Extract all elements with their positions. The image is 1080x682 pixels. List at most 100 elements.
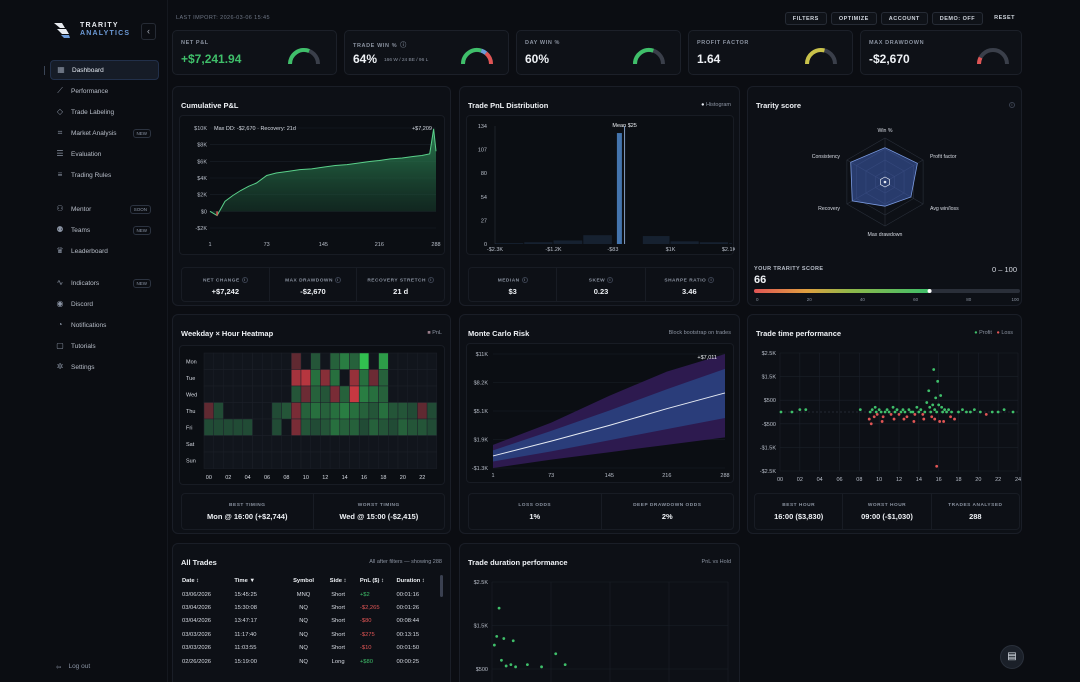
- sidebar-item-notifications[interactable]: ◔ Notifications: [50, 315, 159, 335]
- stat-label: WORST HOUR: [867, 503, 907, 508]
- table-scrollbar[interactable]: [440, 575, 443, 597]
- demo-toggle-button[interactable]: DEMO: OFF: [931, 12, 984, 25]
- profit-point: [919, 408, 923, 412]
- heatmap-cell-empty: [271, 435, 282, 453]
- kpi-value: +$7,241.94: [181, 52, 242, 66]
- info-icon[interactable]: ⓘ: [400, 43, 407, 49]
- brand-logo[interactable]: TRARITY ANALYTICS: [52, 20, 130, 40]
- heatmap-cell-empty: [320, 451, 331, 469]
- hour-label: 22: [419, 475, 425, 481]
- info-icon[interactable]: i: [1009, 102, 1015, 108]
- sidebar-item-discord[interactable]: ◉ Discord: [50, 294, 159, 314]
- profit-point: [923, 410, 927, 414]
- cell-symbol: NQ: [299, 645, 308, 652]
- table-row[interactable]: 03/03/2026 11:17:40 NQ Short -$275 00:13:15: [180, 628, 436, 641]
- heatmap-cell-empty: [329, 451, 341, 469]
- heatmap-legend: ■ PnL: [427, 330, 442, 336]
- cumulative-pnl-chart[interactable]: $10K $8K $6K $4K $2K $0 -$2K 1 73 145 216 288 Max DD…: [180, 116, 446, 256]
- heatmap-cell-empty: [223, 352, 234, 370]
- cell-date: 03/04/2026: [182, 618, 212, 625]
- info-icon[interactable]: i: [708, 277, 715, 283]
- sidebar-item-label: Trading Rules: [71, 171, 112, 179]
- col-symbol-header[interactable]: Symbol: [293, 578, 314, 584]
- info-icon[interactable]: i: [241, 277, 248, 283]
- filters-button[interactable]: FILTERS: [784, 12, 827, 25]
- col-duration-header[interactable]: Duration ↕: [396, 578, 425, 584]
- heatmap-cell: [203, 402, 214, 420]
- loss-point: [930, 415, 934, 419]
- optimize-button[interactable]: OPTIMIZE: [830, 12, 877, 25]
- heatmap-cell-empty: [320, 435, 331, 453]
- table-row[interactable]: 03/04/2026 15:30:08 NQ Short -$2,265 00:01:26: [180, 601, 436, 614]
- table-row[interactable]: 03/04/2026 13:47:17 NQ Short -$80 00:08:44: [180, 615, 436, 628]
- heatmap-cell: [388, 402, 399, 420]
- cell-duration: 00:01:16: [396, 591, 420, 598]
- collapse-sidebar-button[interactable]: ‹: [141, 23, 156, 40]
- kpi-max-drawdown: MAX DRAWDOWN -$2,670: [860, 30, 1022, 75]
- profit-point: [990, 410, 994, 414]
- heatmap-cell: [378, 418, 389, 436]
- stat-label-text: MAX DRAWDOWN: [285, 278, 333, 284]
- info-icon[interactable]: i: [428, 277, 434, 283]
- x-tick-label: 04: [817, 477, 823, 483]
- sidebar-item-label: Leaderboard: [71, 247, 108, 255]
- table-row[interactable]: 03/03/2026 11:03:55 NQ Short -$10 00:01:50: [180, 642, 436, 655]
- sidebar-item-performance[interactable]: ⟋ Performance: [50, 81, 159, 101]
- sidebar-item-indicators[interactable]: ∿ Indicators NEW: [50, 273, 159, 293]
- table-row[interactable]: 02/26/2026 15:19:00 NQ Long +$80 00:00:25: [180, 655, 436, 668]
- chat-button[interactable]: ▤: [1000, 645, 1024, 669]
- sidebar-item-trading-rules[interactable]: ≡ Trading Rules: [50, 165, 159, 185]
- col-side-header[interactable]: Side ↕: [329, 578, 347, 584]
- sidebar-item-evaluation[interactable]: ☰ Evaluation: [50, 144, 159, 164]
- col-pnl-header[interactable]: PnL ($) ↕: [359, 578, 384, 584]
- duration-point: [514, 665, 517, 669]
- table-row[interactable]: 03/06/2026 15:45:25 MNQ Short +$2 00:01:16: [180, 588, 436, 601]
- heatmap-cell: [329, 418, 341, 436]
- info-icon[interactable]: i: [607, 277, 614, 283]
- logout-link[interactable]: ⇦ Log out: [56, 663, 90, 671]
- account-button[interactable]: ACCOUNT: [880, 12, 928, 25]
- heatmap-frame: Mon Tue Wed Thu Fri Sat Sun 00 02 04 06 08 10 12 14 16 1…: [179, 345, 445, 485]
- info-icon[interactable]: i: [334, 277, 341, 283]
- heatmap-cell: [213, 402, 224, 420]
- active-indicator: [44, 66, 45, 75]
- profit-point: [957, 410, 960, 414]
- day-label: Wed: [186, 392, 197, 398]
- hour-label: 12: [322, 475, 328, 481]
- sidebar-item-teams[interactable]: ⚉ Teams NEW: [50, 220, 159, 240]
- distribution-chart[interactable]: 134 107 80 54 27 0-$2.3K -$1.2K -$83 $1K $2.1K Mea…: [467, 116, 737, 256]
- legend-profit-label: Profit: [979, 330, 992, 336]
- reset-button[interactable]: RESET: [994, 15, 1015, 21]
- gauge-be-arc: [480, 48, 488, 55]
- profit-point: [996, 410, 1000, 414]
- sidebar-item-label: Indicators: [71, 279, 100, 287]
- stat-value: 3.46: [682, 287, 697, 297]
- heatmap-cell-empty: [358, 435, 370, 453]
- sidebar-item-settings[interactable]: ✲ Settings: [50, 357, 159, 377]
- sidebar-item-leaderboard[interactable]: ♛ Leaderboard: [50, 241, 159, 261]
- monte-carlo-chart[interactable]: $11K $8.2K $5.1K $1.9K -$1.3K1 73 145 216 288 +$7…: [467, 344, 735, 484]
- indicator-icon: ∿: [56, 278, 64, 287]
- col-time-header[interactable]: Time ▼: [234, 578, 256, 584]
- info-icon[interactable]: i: [521, 277, 528, 283]
- profit-point: [961, 408, 964, 412]
- score-radar-frame: Win % Profit factor Avg win/loss Max drawdo…: [754, 115, 1022, 255]
- heatmap-chart[interactable]: Mon Tue Wed Thu Fri Sat Sun 00 02 04 06 08 10 12 14 16 1…: [180, 346, 446, 486]
- heatmap-cell: [300, 402, 311, 420]
- heatmap-cell-empty: [213, 352, 224, 370]
- col-date-header[interactable]: Date ↕: [182, 578, 200, 584]
- y-tick-label: -$500: [762, 422, 776, 428]
- loss-point: [902, 417, 906, 421]
- trade-time-panel: Trade time performance ● Profit ● Loss $…: [747, 314, 1022, 534]
- sidebar-item-trade-labeling[interactable]: ◇ Trade Labeling: [50, 102, 159, 122]
- sidebar-item-mentor[interactable]: ⚇ Mentor SOON: [50, 199, 159, 219]
- hour-label: 10: [303, 475, 309, 481]
- sidebar-item-dashboard[interactable]: ▦ Dashboard: [50, 60, 159, 80]
- sidebar-item-market-analysis[interactable]: ⌗ Market Analysis NEW: [50, 123, 159, 143]
- profit-point: [917, 410, 921, 414]
- duration-chart[interactable]: $2.5K $1.5K $500: [466, 572, 734, 682]
- sidebar-item-tutorials[interactable]: ▢ Tutorials: [50, 336, 159, 356]
- heatmap-cell-empty: [203, 352, 214, 370]
- heatmap-cell-empty: [339, 369, 350, 387]
